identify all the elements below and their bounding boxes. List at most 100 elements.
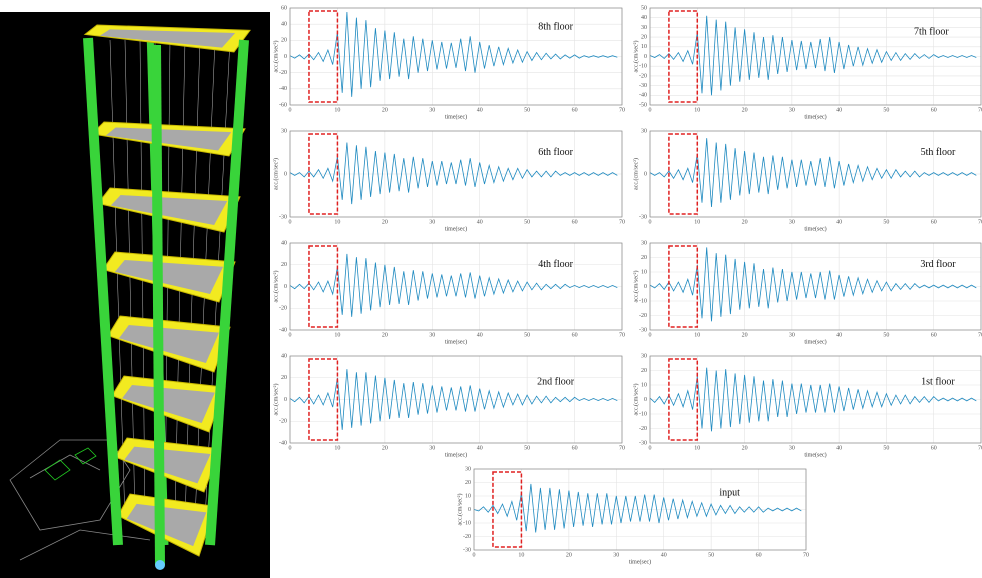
y-axis-label: acc.(cm/sec²)	[272, 384, 279, 416]
y-axis-label: acc.(cm/sec²)	[272, 158, 279, 190]
y-tick-label: -30	[639, 214, 647, 220]
x-tick-label: 30	[789, 445, 795, 451]
x-tick-label: 70	[619, 445, 625, 451]
y-tick-label: 10	[641, 382, 647, 388]
y-tick-label: -10	[639, 298, 647, 304]
x-tick-label: 70	[978, 107, 982, 113]
y-tick-label: 30	[465, 466, 471, 472]
x-tick-label: 0	[649, 445, 652, 451]
x-tick-label: 50	[883, 107, 889, 113]
y-tick-label: 40	[281, 22, 287, 28]
x-axis-label: time(sec)	[629, 558, 651, 565]
x-tick-label: 0	[289, 219, 292, 225]
x-tick-label: 50	[524, 219, 530, 225]
building-model	[0, 12, 270, 578]
x-tick-label: 30	[789, 219, 795, 225]
x-tick-label: 40	[836, 219, 842, 225]
x-tick-label: 20	[382, 445, 388, 451]
y-tick-label: -10	[463, 520, 471, 526]
x-tick-label: 50	[524, 445, 530, 451]
x-tick-label: 40	[477, 219, 483, 225]
y-tick-label: -10	[639, 411, 647, 417]
chart-title: 2nd floor	[537, 376, 575, 387]
x-tick-label: 10	[694, 219, 700, 225]
x-tick-label: 0	[473, 552, 476, 558]
y-tick-label: -60	[279, 102, 287, 108]
y-tick-label: -20	[639, 313, 647, 319]
chart-title: 3rd floor	[920, 259, 956, 270]
y-tick-label: 0	[468, 507, 471, 513]
x-tick-label: 20	[742, 445, 748, 451]
y-tick-label: 0	[284, 284, 287, 290]
y-tick-label: 10	[641, 269, 647, 275]
x-axis-label: time(sec)	[445, 113, 467, 120]
y-tick-label: 0	[284, 171, 287, 177]
x-tick-label: 30	[429, 445, 435, 451]
y-tick-label: 20	[465, 480, 471, 486]
y-tick-label: 30	[641, 353, 647, 359]
x-tick-label: 40	[477, 332, 483, 338]
y-tick-label: 20	[641, 34, 647, 40]
y-tick-label: -20	[639, 426, 647, 432]
y-tick-label: 40	[281, 353, 287, 359]
chart-title: 5th floor	[921, 147, 956, 158]
chart-panel: 010203040506070-50-40-30-20-100102030405…	[632, 5, 982, 120]
x-tick-label: 70	[619, 332, 625, 338]
x-tick-label: 10	[334, 219, 340, 225]
x-tick-label: 50	[883, 219, 889, 225]
chart-panel: 010203040506070-40-20020404th floortime(…	[272, 240, 625, 345]
x-tick-label: 0	[289, 107, 292, 113]
x-axis-label: time(sec)	[445, 338, 467, 345]
x-tick-label: 70	[978, 445, 982, 451]
y-tick-label: 20	[641, 368, 647, 374]
x-tick-label: 50	[708, 552, 714, 558]
x-tick-label: 40	[836, 332, 842, 338]
y-tick-label: 30	[641, 240, 647, 246]
x-axis-label: time(sec)	[445, 225, 467, 232]
x-tick-label: 60	[931, 445, 937, 451]
x-tick-label: 30	[789, 107, 795, 113]
x-tick-label: 30	[429, 107, 435, 113]
x-tick-label: 10	[334, 107, 340, 113]
chart-title: 7th floor	[914, 27, 949, 38]
column	[156, 45, 160, 565]
y-tick-label: 10	[465, 493, 471, 499]
y-tick-label: -30	[463, 547, 471, 553]
x-tick-label: 10	[694, 332, 700, 338]
x-tick-label: 0	[649, 219, 652, 225]
y-tick-label: -40	[639, 93, 647, 99]
y-axis-label: acc.(cm/sec²)	[632, 41, 639, 73]
x-tick-label: 60	[931, 107, 937, 113]
x-tick-label: 0	[649, 107, 652, 113]
x-tick-label: 60	[931, 219, 937, 225]
y-tick-label: -40	[279, 440, 287, 446]
figure: 010203040506070-60-40-2002040608th floor…	[0, 0, 982, 578]
x-tick-label: 70	[803, 552, 809, 558]
y-tick-label: -20	[463, 534, 471, 540]
y-tick-label: -20	[639, 73, 647, 79]
x-tick-label: 40	[477, 445, 483, 451]
chart-panel: 010203040506070-30-20-1001020301st floor…	[632, 353, 982, 458]
y-tick-label: 60	[281, 5, 287, 11]
x-tick-label: 40	[836, 107, 842, 113]
x-axis-label: time(sec)	[804, 451, 826, 458]
y-tick-label: -30	[279, 214, 287, 220]
y-tick-label: 20	[281, 38, 287, 44]
x-tick-label: 30	[429, 332, 435, 338]
y-tick-label: 20	[281, 375, 287, 381]
x-tick-label: 30	[789, 332, 795, 338]
chart-title: 1st floor	[921, 376, 955, 387]
page: {"chart_data": [ {"type": "line", "title…	[0, 0, 982, 578]
x-axis-label: time(sec)	[804, 113, 826, 120]
y-tick-label: 0	[644, 54, 647, 60]
x-tick-label: 10	[694, 107, 700, 113]
y-axis-label: acc.(cm/sec²)	[632, 384, 639, 416]
y-tick-label: -20	[279, 306, 287, 312]
x-tick-label: 70	[619, 219, 625, 225]
chart-title: input	[719, 488, 740, 499]
